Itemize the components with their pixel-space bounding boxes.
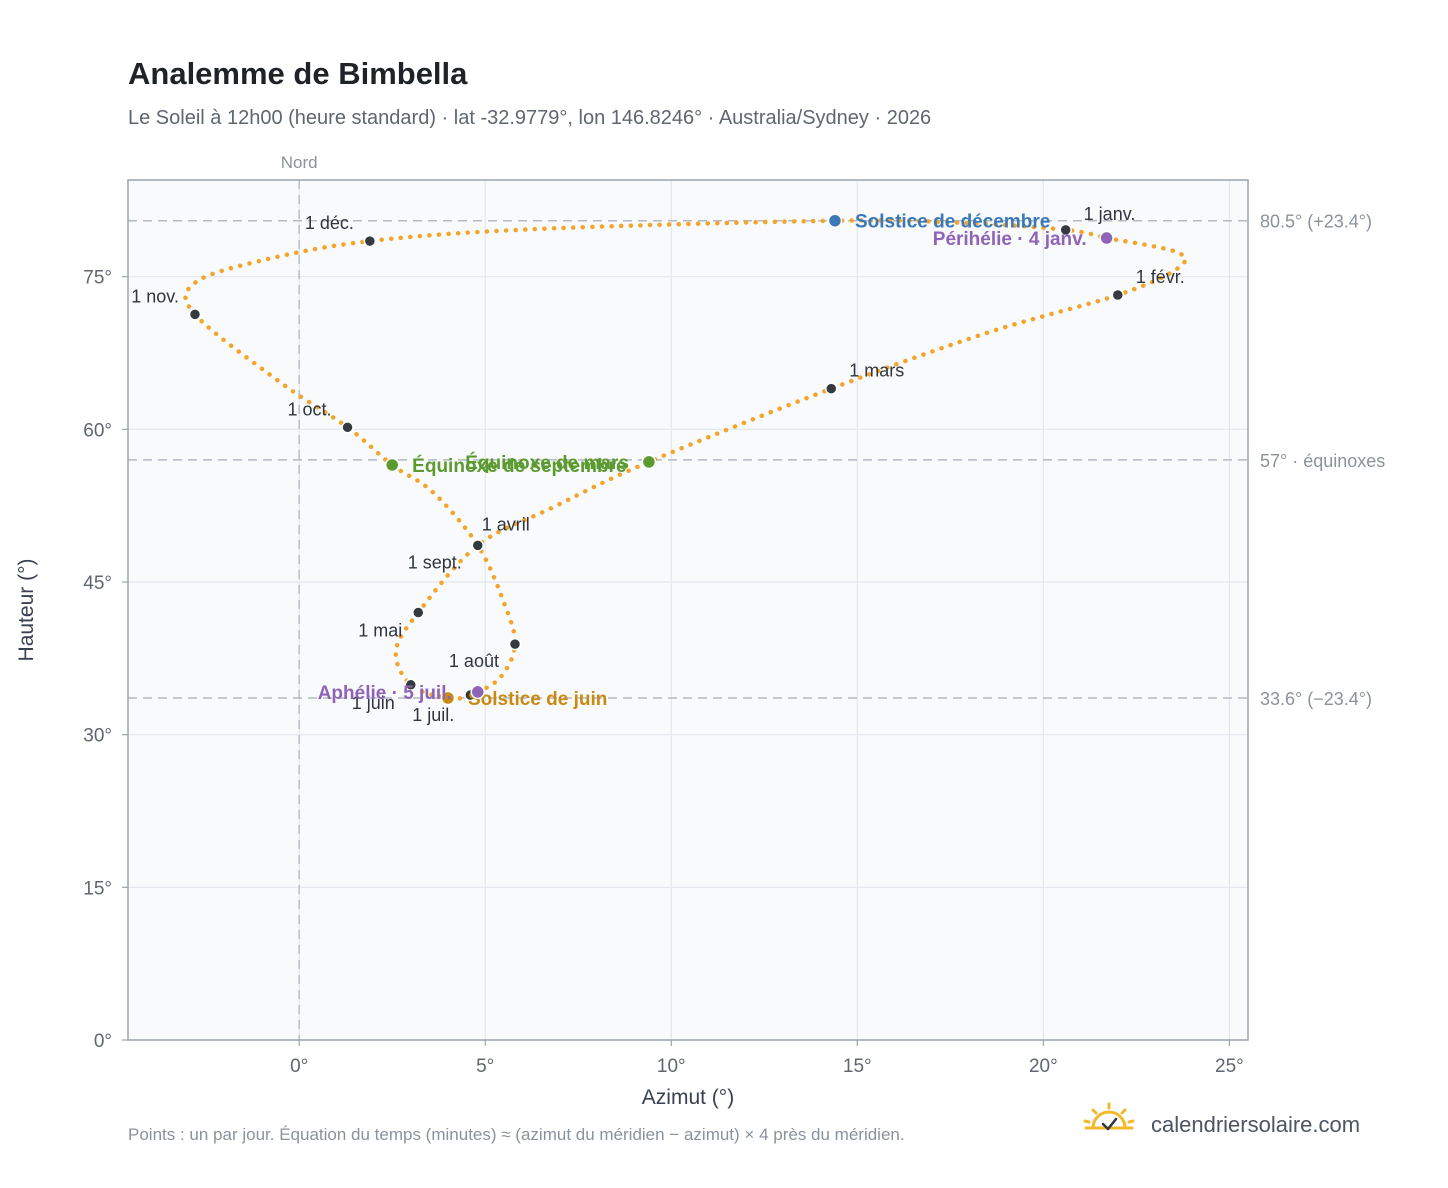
y-tick-label: 15° <box>83 878 112 899</box>
event-label: Solstice de juin <box>468 689 607 710</box>
month-marker <box>363 234 377 248</box>
month-label: 1 juin <box>352 693 395 713</box>
event-marker <box>384 457 400 473</box>
event-label: Solstice de décembre <box>855 212 1050 233</box>
x-tick-label: 10° <box>657 1056 686 1077</box>
month-label: 1 oct. <box>288 399 332 419</box>
month-label: 1 mars <box>849 361 904 381</box>
reference-line-label: 80.5° (+23.4°) <box>1260 212 1372 232</box>
event-label: Aphélie · 5 juil. <box>318 683 452 704</box>
month-marker <box>471 539 485 552</box>
analemma-curve <box>183 218 1188 702</box>
x-tick-label: 20° <box>1029 1056 1058 1077</box>
event-marker <box>827 213 843 228</box>
month-label: 1 févr. <box>1136 267 1185 287</box>
chart-title: Analemme de Bimbella <box>128 56 468 91</box>
month-label: 1 nov. <box>131 286 179 306</box>
month-marker <box>404 678 418 692</box>
event-label: Équinoxe de septembre <box>412 455 626 477</box>
axis-ticks: 0° 5° 10° 15° 20° 25° 0° 15° 30° 45° 60° 75° <box>83 268 1243 1077</box>
month-label: 1 juil. <box>412 705 454 725</box>
x-tick-label: 25° <box>1215 1056 1244 1077</box>
event-marker <box>641 454 657 470</box>
brand-logo <box>1083 1102 1135 1131</box>
month-label: 1 déc. <box>305 213 354 233</box>
reference-lines: Nord 80.5° (+23.4°) 57° · équinoxes 33.6° (… <box>128 153 1385 1040</box>
month-marker <box>341 421 354 434</box>
y-tick-label: 75° <box>83 268 112 289</box>
month-markers: 1 janv. 1 févr. 1 mars 1 avril 1 mai 1 juin 1 … <box>131 204 1185 725</box>
chart-subtitle: Le Soleil à 12h00 (heure standard) · lat… <box>128 107 931 129</box>
x-axis-label: Azimut (°) <box>642 1086 734 1109</box>
month-marker <box>188 308 202 321</box>
month-label: 1 sept. <box>408 552 462 572</box>
daily-sun-positions <box>183 218 1188 702</box>
x-tick-label: 0° <box>290 1056 308 1077</box>
month-marker <box>825 382 838 395</box>
event-label: Périhélie · 4 janv. <box>933 229 1087 250</box>
month-marker <box>1111 288 1125 302</box>
check-icon <box>1101 1117 1118 1131</box>
y-tick-label: 0° <box>94 1031 112 1052</box>
event-marker <box>1099 230 1114 246</box>
month-label: 1 janv. <box>1084 204 1136 224</box>
y-tick-label: 60° <box>83 420 112 441</box>
reference-line-label: 57° · équinoxes <box>1260 451 1385 471</box>
x-tick-label: 5° <box>476 1056 494 1077</box>
north-label: Nord <box>281 153 318 172</box>
x-tick-label: 15° <box>843 1056 872 1077</box>
event-marker <box>440 690 456 706</box>
event-marker <box>470 684 486 700</box>
y-tick-label: 30° <box>83 726 112 747</box>
month-label: 1 mai <box>358 621 402 641</box>
month-label: 1 août <box>449 651 499 671</box>
y-axis-label: Hauteur (°) <box>15 559 38 662</box>
plot-area <box>128 180 1248 1040</box>
y-tick-label: 45° <box>83 573 112 594</box>
month-marker <box>411 606 425 619</box>
reference-line-label: 33.6° (−23.4°) <box>1260 689 1372 709</box>
sun-icon <box>1083 1102 1135 1130</box>
plot-frame <box>127 179 1249 1041</box>
month-marker <box>1059 223 1072 237</box>
event-label: Équinoxe de mars <box>465 452 629 474</box>
brand-name: calendriersolaire.com <box>1151 1112 1360 1137</box>
footer-note: Points : un par jour. Équation du temps … <box>128 1125 905 1144</box>
month-label: 1 avril <box>482 514 530 534</box>
month-marker <box>508 637 522 651</box>
